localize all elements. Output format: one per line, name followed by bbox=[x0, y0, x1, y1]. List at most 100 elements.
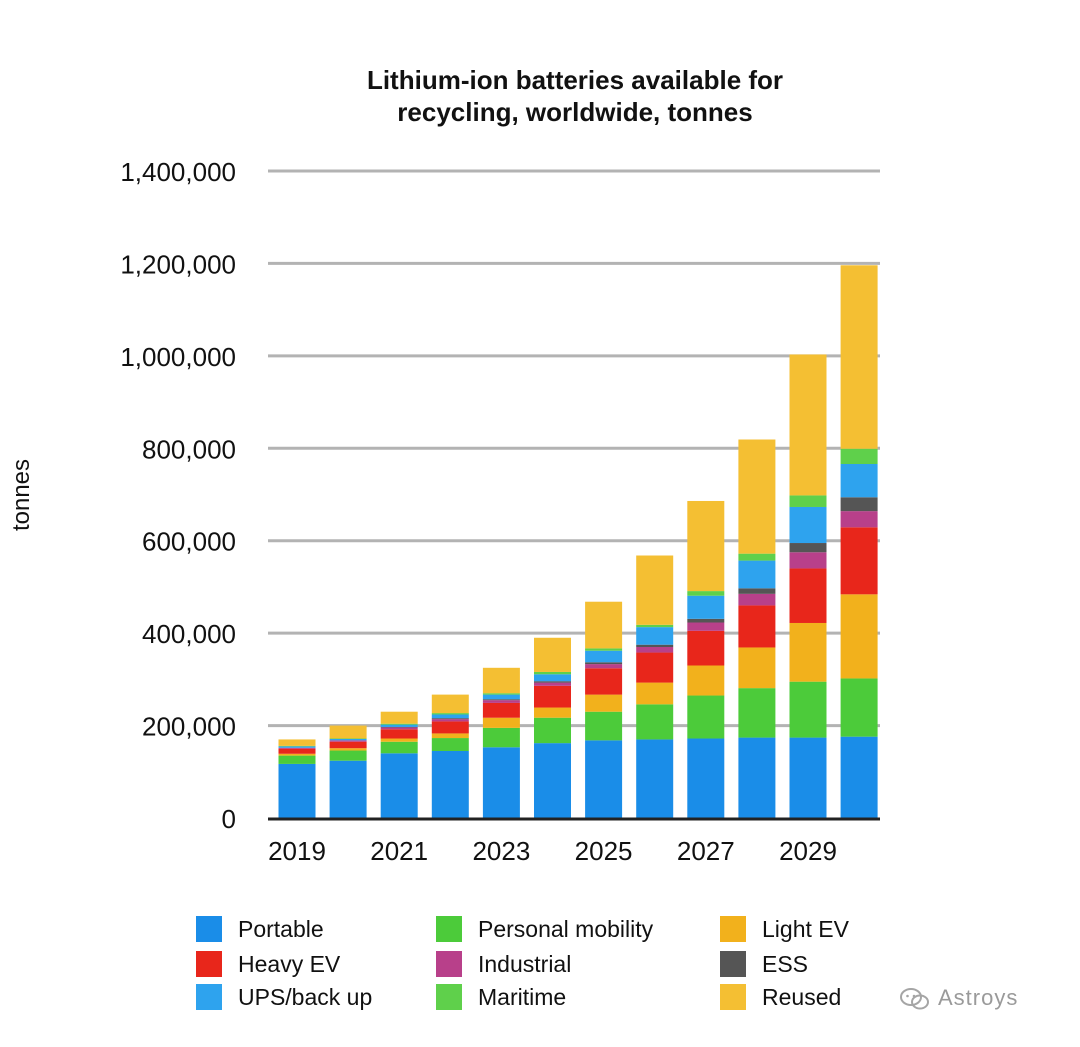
bar-segment bbox=[534, 717, 571, 744]
legend-label: Light EV bbox=[762, 915, 849, 942]
bar-segment bbox=[329, 738, 367, 741]
y-tick-label: 400,000 bbox=[142, 619, 236, 649]
bar-segment bbox=[380, 723, 418, 725]
legend-swatch bbox=[720, 951, 746, 977]
bar-segment bbox=[738, 588, 776, 594]
bar-segment bbox=[636, 739, 674, 818]
bar-segment bbox=[789, 354, 827, 496]
bar-segment bbox=[738, 647, 776, 689]
chart-title-line-1: Lithium-ion batteries available for bbox=[366, 65, 784, 95]
bar-segment bbox=[585, 668, 623, 695]
bar-segment bbox=[738, 593, 776, 606]
legend-item: Personal mobility bbox=[436, 914, 653, 944]
bar-segment bbox=[840, 594, 878, 679]
bar-segment bbox=[687, 738, 725, 818]
x-tick-label: 2029 bbox=[779, 836, 837, 866]
bar-segment bbox=[431, 714, 469, 719]
bar-segment bbox=[585, 740, 623, 818]
bar-segment bbox=[329, 741, 367, 749]
chart-title: Lithium-ion batteries available for recy… bbox=[250, 64, 900, 128]
bar-segment bbox=[585, 648, 623, 651]
y-tick-label: 0 bbox=[222, 804, 236, 834]
bar-segment bbox=[636, 652, 674, 683]
bar-segment bbox=[585, 650, 623, 663]
bar-segment bbox=[431, 750, 469, 818]
bar-segment bbox=[687, 591, 725, 596]
bar-segment bbox=[482, 702, 520, 718]
x-tick-label: 2027 bbox=[677, 836, 735, 866]
legend-item: Portable bbox=[196, 914, 324, 944]
bar-segment bbox=[789, 681, 827, 738]
legend-item: Maritime bbox=[436, 982, 566, 1012]
legend-item: Heavy EV bbox=[196, 949, 340, 979]
bar-segment bbox=[738, 553, 776, 561]
bar-segment bbox=[534, 637, 571, 672]
y-tick-label: 200,000 bbox=[142, 712, 236, 742]
bar-segment bbox=[278, 755, 316, 764]
chart-title-line-2: recycling, worldwide, tonnes bbox=[397, 97, 753, 127]
bar-segment bbox=[636, 704, 674, 740]
bar-segment bbox=[329, 750, 367, 761]
y-tick-label: 600,000 bbox=[142, 527, 236, 557]
x-tick-label: 2021 bbox=[370, 836, 428, 866]
bar-segment bbox=[636, 624, 674, 628]
x-tick-label: 2025 bbox=[575, 836, 633, 866]
bar-segment bbox=[789, 506, 827, 544]
bar-segment bbox=[329, 725, 367, 739]
y-tick-label: 1,000,000 bbox=[120, 342, 236, 372]
bar-segment bbox=[482, 700, 520, 703]
bar-segment bbox=[380, 753, 418, 818]
bar-segment bbox=[636, 627, 674, 645]
bar-segment bbox=[687, 622, 725, 631]
legend-label: ESS bbox=[762, 950, 809, 977]
bar-segment bbox=[278, 739, 316, 746]
bar-segment bbox=[738, 560, 776, 589]
bar-segment bbox=[329, 740, 367, 742]
bar-segment bbox=[278, 753, 316, 756]
bar-segment bbox=[789, 737, 827, 818]
bar-segment bbox=[840, 448, 878, 464]
bar-segment bbox=[278, 747, 316, 749]
bar-segment bbox=[329, 760, 367, 818]
legend-swatch bbox=[436, 984, 462, 1010]
bar-segment bbox=[789, 622, 827, 682]
bar-segment bbox=[431, 718, 469, 720]
legend-label: Reused bbox=[762, 983, 842, 1010]
bar-segment bbox=[636, 644, 674, 648]
legend-item: Reused bbox=[720, 982, 841, 1012]
legend-swatch bbox=[720, 916, 746, 942]
bar-segment bbox=[431, 713, 469, 715]
bar-segment bbox=[380, 711, 418, 724]
bar-segment bbox=[534, 707, 571, 718]
bar-segment bbox=[789, 495, 827, 507]
legend-swatch bbox=[436, 916, 462, 942]
bar-segment bbox=[636, 555, 674, 625]
bar-segment bbox=[687, 500, 725, 592]
bar-segment bbox=[585, 662, 623, 665]
bar-segment bbox=[840, 736, 878, 818]
bar-segment bbox=[380, 724, 418, 727]
legend-label: Portable bbox=[238, 915, 324, 942]
bar-segment bbox=[482, 694, 520, 700]
bar-segment bbox=[687, 618, 725, 623]
bar-segment bbox=[482, 727, 520, 748]
legend-item: UPS/back up bbox=[196, 982, 372, 1012]
bar-segment bbox=[534, 685, 571, 708]
bar-segment bbox=[789, 568, 827, 623]
y-tick-label: 1,200,000 bbox=[120, 249, 236, 279]
bar-segment bbox=[840, 511, 878, 528]
bar-segment bbox=[534, 674, 571, 682]
bar-segment bbox=[380, 738, 418, 742]
x-tick-label: 2023 bbox=[472, 836, 530, 866]
bar-segment bbox=[278, 748, 316, 754]
bar-segment bbox=[789, 552, 827, 569]
bar-segment bbox=[687, 630, 725, 666]
bar-segment bbox=[431, 719, 469, 722]
bar-segment bbox=[482, 717, 520, 728]
legend-swatch bbox=[720, 984, 746, 1010]
bar-segment bbox=[687, 695, 725, 739]
bar-segment bbox=[636, 647, 674, 653]
bar-segment bbox=[482, 747, 520, 818]
y-tick-label: 1,400,000 bbox=[120, 157, 236, 187]
bar-segment bbox=[585, 694, 623, 712]
